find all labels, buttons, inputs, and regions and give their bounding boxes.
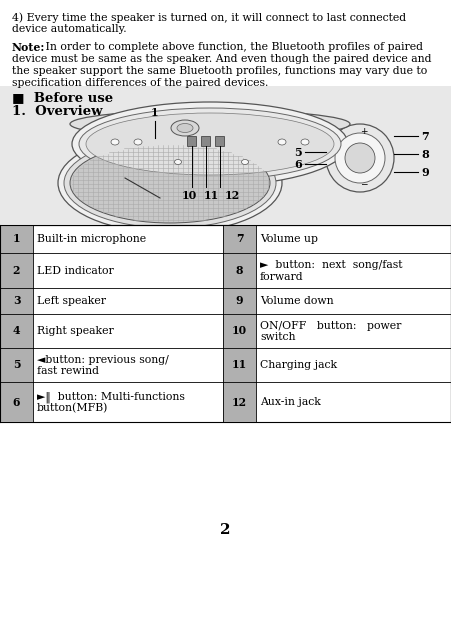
Text: 7: 7 [236, 233, 243, 245]
Ellipse shape [278, 139, 286, 145]
Text: button(MFB): button(MFB) [37, 403, 108, 413]
Text: 4: 4 [196, 246, 204, 257]
Text: 11: 11 [203, 190, 219, 201]
Ellipse shape [177, 123, 193, 132]
Text: 2: 2 [220, 523, 230, 537]
Ellipse shape [326, 124, 394, 192]
Text: Note:: Note: [12, 42, 46, 53]
Ellipse shape [64, 138, 276, 228]
Text: device automatically.: device automatically. [12, 24, 127, 34]
Text: 1: 1 [13, 233, 20, 245]
Bar [0, 382, 33, 422]
Text: 3: 3 [13, 295, 20, 307]
Text: 6: 6 [13, 397, 20, 408]
Text: ►  button:  next  song/fast: ► button: next song/fast [260, 261, 402, 270]
Text: Volume down: Volume down [260, 296, 334, 306]
Text: device must be same as the speaker. And even though the paired device and: device must be same as the speaker. And … [12, 54, 432, 64]
Bar [187, 136, 196, 146]
Text: 12: 12 [232, 397, 247, 408]
Bar [0, 86, 451, 224]
Text: Aux-in jack: Aux-in jack [260, 397, 321, 407]
Text: 5: 5 [13, 360, 20, 371]
Text: 12: 12 [225, 190, 239, 201]
Ellipse shape [241, 160, 249, 164]
Text: forward: forward [260, 272, 304, 282]
Bar [223, 253, 256, 288]
Text: 5: 5 [294, 146, 302, 157]
Text: −: − [360, 180, 368, 189]
Ellipse shape [171, 120, 199, 136]
Bar [223, 382, 256, 422]
Text: 2: 2 [121, 246, 129, 257]
Bar [0, 225, 451, 422]
Bar [0, 288, 33, 314]
Bar [223, 314, 256, 348]
Text: 7: 7 [421, 130, 429, 141]
Ellipse shape [335, 133, 385, 183]
Text: 8: 8 [236, 265, 243, 276]
Ellipse shape [175, 160, 181, 164]
Bar [223, 288, 256, 314]
Text: +: + [360, 127, 368, 135]
Text: Volume up: Volume up [260, 234, 318, 244]
Text: LED indicator: LED indicator [37, 265, 114, 275]
Text: ►‖  button: Multi-functions: ►‖ button: Multi-functions [37, 391, 185, 403]
Ellipse shape [70, 143, 270, 223]
Ellipse shape [345, 143, 375, 173]
Text: 1.  Overview: 1. Overview [12, 105, 102, 118]
Text: the speaker support the same Bluetooth profiles, functions may vary due to: the speaker support the same Bluetooth p… [12, 66, 427, 76]
Text: 4) Every time the speaker is turned on, it will connect to last connected: 4) Every time the speaker is turned on, … [12, 12, 406, 22]
Text: 4: 4 [13, 325, 20, 337]
Ellipse shape [70, 110, 350, 138]
Text: 1: 1 [151, 107, 159, 118]
Text: 6: 6 [294, 158, 302, 169]
Bar [223, 348, 256, 382]
Ellipse shape [86, 113, 334, 175]
Text: ◄button: previous song/: ◄button: previous song/ [37, 355, 169, 365]
Text: switch: switch [260, 332, 295, 342]
Ellipse shape [58, 133, 282, 233]
Bar [0, 253, 33, 288]
Text: 10: 10 [181, 190, 197, 201]
Text: 9: 9 [421, 167, 429, 178]
Ellipse shape [111, 139, 119, 145]
Text: Built-in microphone: Built-in microphone [37, 234, 146, 244]
Text: ON/OFF   button:   power: ON/OFF button: power [260, 321, 401, 331]
Text: 10: 10 [232, 325, 247, 337]
Ellipse shape [301, 139, 309, 145]
Text: 3: 3 [141, 246, 149, 257]
Text: Right speaker: Right speaker [37, 326, 114, 336]
Bar [0, 314, 33, 348]
Text: Charging jack: Charging jack [260, 360, 337, 370]
Text: Left speaker: Left speaker [37, 296, 106, 306]
Bar [215, 136, 224, 146]
Text: 2: 2 [13, 265, 20, 276]
Bar [223, 225, 256, 253]
Ellipse shape [72, 102, 348, 186]
Text: ■  Before use: ■ Before use [12, 91, 113, 104]
Bar [201, 136, 210, 146]
Ellipse shape [79, 108, 341, 180]
Bar [0, 225, 33, 253]
Text: 9: 9 [236, 295, 243, 307]
Text: 8: 8 [421, 148, 429, 160]
Text: In order to complete above function, the Bluetooth profiles of paired: In order to complete above function, the… [42, 42, 423, 52]
Ellipse shape [134, 139, 142, 145]
Text: 11: 11 [232, 360, 247, 371]
Text: specification differences of the paired devices.: specification differences of the paired … [12, 78, 268, 88]
Bar [0, 348, 33, 382]
Text: fast rewind: fast rewind [37, 366, 99, 376]
